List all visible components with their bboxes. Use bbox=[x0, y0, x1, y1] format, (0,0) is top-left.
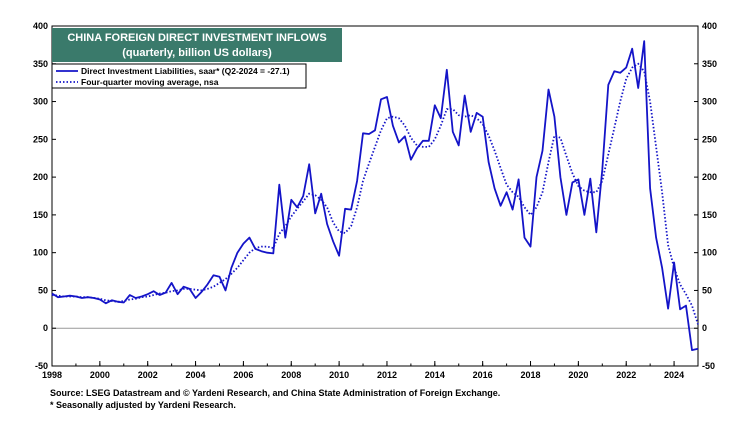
x-tick-label: 2014 bbox=[425, 370, 445, 380]
y-tick-label-right: 150 bbox=[702, 210, 717, 220]
title-box: CHINA FOREIGN DIRECT INVESTMENT INFLOWS … bbox=[52, 28, 342, 62]
y-tick-label-right: 100 bbox=[702, 248, 717, 258]
y-tick-label-right: 0 bbox=[702, 323, 707, 333]
x-tick-label: 1998 bbox=[42, 370, 62, 380]
series-line-0 bbox=[51, 40, 699, 351]
legend-box bbox=[51, 63, 307, 89]
y-axis-left: 400 350 300 250 200 150 100 50 0 -50 bbox=[33, 21, 56, 371]
x-tick-label: 2020 bbox=[568, 370, 588, 380]
y-tick-label-left: 0 bbox=[43, 323, 48, 333]
y-tick-label-right: 50 bbox=[702, 285, 712, 295]
legend-label-0: Direct Investment Liabilities, saar* (Q2… bbox=[81, 66, 290, 76]
y-tick-label-left: 200 bbox=[33, 172, 48, 182]
series-layer bbox=[51, 40, 699, 351]
chart-title: CHINA FOREIGN DIRECT INVESTMENT INFLOWS bbox=[67, 32, 326, 44]
legend: Direct Investment Liabilities, saar* (Q2… bbox=[51, 63, 307, 89]
y-axis-right: 400 350 300 250 200 150 100 50 0 -50 bbox=[694, 21, 717, 371]
y-tick-label-right: 300 bbox=[702, 97, 717, 107]
x-tick-label: 2024 bbox=[664, 370, 684, 380]
x-tick-label: 2022 bbox=[616, 370, 636, 380]
y-tick-label-left: 300 bbox=[33, 97, 48, 107]
x-tick-label: 2016 bbox=[473, 370, 493, 380]
x-tick-label: 2010 bbox=[329, 370, 349, 380]
y-tick-label-right: 400 bbox=[702, 21, 717, 31]
y-tick-label-left: 250 bbox=[33, 134, 48, 144]
y-tick-label-right: 200 bbox=[702, 172, 717, 182]
y-tick-label-left: 50 bbox=[38, 285, 48, 295]
y-tick-label-right: 350 bbox=[702, 59, 717, 69]
x-tick-label: 2004 bbox=[186, 370, 206, 380]
y-tick-label-left: 350 bbox=[33, 59, 48, 69]
x-tick-label: 2000 bbox=[90, 370, 110, 380]
y-tick-label-right: 250 bbox=[702, 134, 717, 144]
y-tick-label-left: -50 bbox=[35, 361, 48, 371]
y-tick-label-left: 150 bbox=[33, 210, 48, 220]
x-tick-label: 2008 bbox=[281, 370, 301, 380]
x-tick-label: 2018 bbox=[521, 370, 541, 380]
legend-label-1: Four-quarter moving average, nsa bbox=[81, 77, 219, 87]
plot-frame bbox=[51, 25, 699, 367]
series-line-1 bbox=[51, 62, 699, 325]
title-background bbox=[52, 28, 342, 62]
footnote: * Seasonally adjusted by Yardeni Researc… bbox=[50, 400, 236, 410]
x-tick-label: 2002 bbox=[138, 370, 158, 380]
x-tick-label: 2012 bbox=[377, 370, 397, 380]
x-axis: 1998 2000 2002 2004 2006 2008 2010 2012 2014 2016… bbox=[42, 361, 699, 380]
chart-subtitle: (quarterly, billion US dollars) bbox=[122, 47, 272, 59]
y-tick-label-right: -50 bbox=[702, 361, 715, 371]
x-tick-label: 2006 bbox=[233, 370, 253, 380]
y-tick-label-left: 400 bbox=[33, 21, 48, 31]
source-note: Source: LSEG Datastream and © Yardeni Re… bbox=[50, 388, 501, 398]
y-tick-label-left: 100 bbox=[33, 248, 48, 258]
